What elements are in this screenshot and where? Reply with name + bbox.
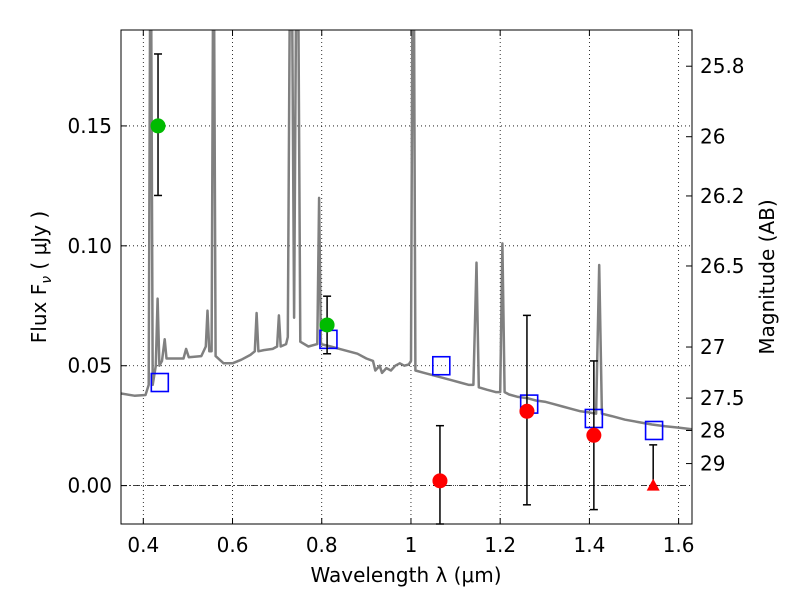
red-point (432, 473, 448, 489)
x-tick-label: 1.4 (573, 533, 605, 557)
y-tick-label: 0.10 (67, 234, 112, 258)
y-tick-label: 0.15 (67, 114, 112, 138)
model-square-point (150, 372, 170, 393)
model-square-point (644, 420, 664, 441)
y2-tick-label: 25.8 (700, 54, 745, 78)
plot-frame (120, 29, 693, 525)
y-axis-title-unit: ( μJy ) (27, 211, 51, 276)
spectrum-line (121, 30, 692, 431)
green-point (150, 118, 166, 134)
x-axis-title: Wavelength λ (μm) (310, 563, 501, 587)
plot-area (121, 30, 692, 525)
y2-tick-label: 26.5 (700, 254, 745, 278)
y2-tick-label: 26.2 (700, 184, 745, 208)
y-tick-label: 0.00 (67, 474, 112, 498)
y2-tick-label: 27 (700, 335, 725, 359)
x-tick-label: 0.4 (127, 533, 159, 557)
y-axis-title-sub: ν (39, 276, 55, 284)
y2-tick-label: 27.5 (700, 386, 745, 410)
model-square-point (431, 355, 451, 376)
y2-axis: 25.8 26 26.2 26.5 27 27.5 28 29 (686, 54, 745, 476)
grid-lines (121, 30, 692, 524)
y2-axis-title: Magnitude (AB) (755, 199, 779, 354)
x-tick-label: 0.6 (217, 533, 249, 557)
y-axis-title-main: Flux F (27, 284, 51, 343)
x-tick-label: 1.6 (663, 533, 695, 557)
red-point (586, 427, 602, 443)
red-upper-limit-triangle (646, 478, 660, 491)
y2-tick-label: 29 (700, 452, 725, 476)
red-point (519, 403, 535, 419)
y-tick-label: 0.05 (67, 354, 112, 378)
green-point (319, 317, 335, 333)
y2-tick-label: 28 (700, 418, 725, 442)
x-tick-label: 0.8 (306, 533, 338, 557)
x-axis: 0.4 0.6 0.8 1 1.2 1.4 1.6 (127, 30, 695, 557)
x-tick-label: 1 (405, 533, 418, 557)
y2-tick-label: 26 (700, 125, 725, 149)
y-axis-title: Flux Fν ( μJy ) (27, 211, 55, 343)
x-tick-label: 1.2 (484, 533, 516, 557)
y-axis: 0.00 0.05 0.10 0.15 (67, 114, 127, 498)
